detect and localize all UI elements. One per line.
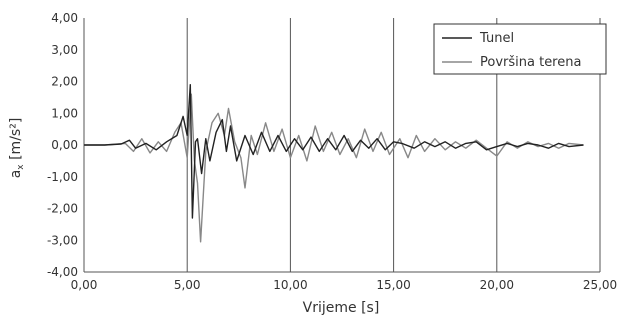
legend: Tunel Površina terena	[433, 23, 607, 75]
y-tick-label: -3,00	[47, 233, 78, 247]
x-axis-title: Vrijeme [s]	[303, 300, 380, 316]
x-tick-label: 20,00	[480, 278, 514, 292]
tick-labels: 0,00 5,00 10,00 15,00 20,00 25,00 4,00 3,00 2,00…	[47, 11, 617, 292]
y-axis-title-subscript: x	[16, 164, 26, 170]
y-axis-title-main: a	[8, 170, 24, 179]
x-tick-label: 25,00	[583, 278, 617, 292]
y-tick-label: -2,00	[47, 202, 78, 216]
y-tick-label: 4,00	[51, 11, 78, 25]
legend-label-tunel: Tunel	[479, 31, 514, 46]
x-tick-label: 0,00	[71, 278, 98, 292]
y-tick-label: 2,00	[51, 75, 78, 89]
y-axis-title-unit: [m/s²]	[8, 118, 24, 165]
legend-label-povrsina-terena: Površina terena	[480, 55, 581, 70]
legend-box	[433, 23, 607, 75]
y-tick-label: 1,00	[51, 106, 78, 120]
x-tick-label: 10,00	[273, 278, 307, 292]
y-tick-label: -1,00	[47, 170, 78, 184]
y-tick-label: 3,00	[51, 43, 78, 57]
series-line-tunel	[84, 84, 584, 219]
y-tick-label: 0,00	[51, 138, 78, 152]
y-tick-label: -4,00	[47, 265, 78, 279]
series-line-povrsina-terena	[84, 93, 584, 243]
y-axis-title: ax [m/s²]	[8, 118, 26, 179]
series-layer	[84, 84, 584, 243]
x-tick-label: 5,00	[174, 278, 201, 292]
x-tick-label: 15,00	[376, 278, 410, 292]
